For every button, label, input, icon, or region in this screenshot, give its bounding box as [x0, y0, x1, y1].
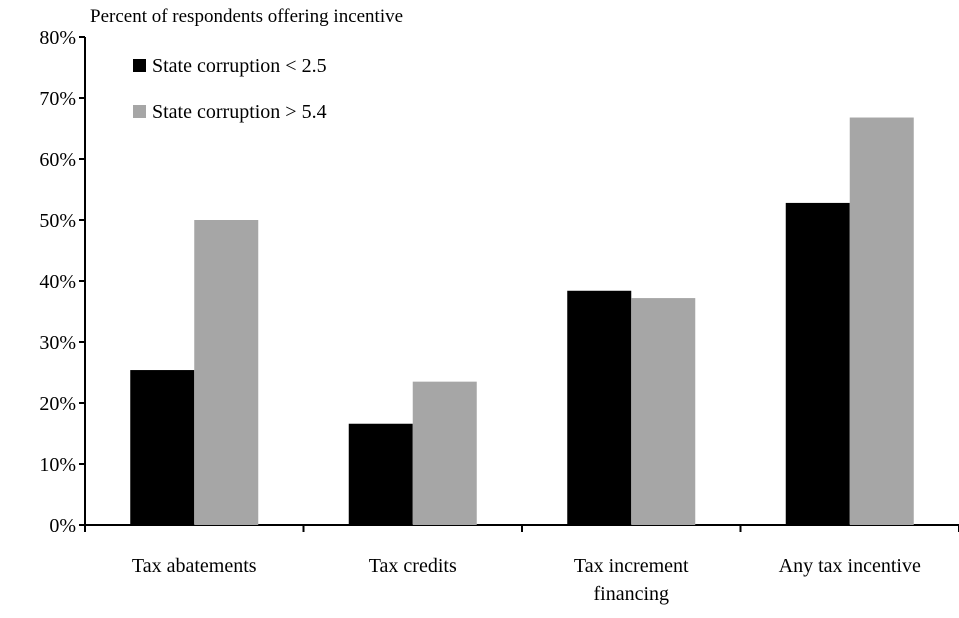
bar: [194, 220, 259, 525]
legend-swatch: [133, 105, 146, 118]
y-tick-label: 30%: [39, 332, 76, 354]
x-tick-label: Tax credits: [369, 555, 457, 577]
bar: [567, 290, 632, 525]
y-tick-label: 0%: [49, 515, 76, 537]
x-tick-label: Tax abatements: [132, 555, 257, 577]
y-tick-label: 50%: [39, 210, 76, 232]
y-tick-label: 60%: [39, 149, 76, 171]
y-tick-label: 40%: [39, 271, 76, 293]
y-tick-label: 20%: [39, 393, 76, 415]
bar: [785, 202, 850, 526]
x-tick-label: Any tax incentive: [779, 555, 921, 577]
bar: [412, 381, 477, 525]
x-tick-label: financing: [593, 583, 669, 605]
legend-label: State corruption > 5.4: [152, 101, 327, 123]
bar: [849, 117, 914, 526]
y-tick-label: 80%: [39, 27, 76, 49]
bar: [631, 298, 696, 525]
legend-label: State corruption < 2.5: [152, 55, 327, 77]
bar: [348, 423, 413, 525]
bar: [130, 370, 195, 525]
x-tick-label: Tax increment: [574, 555, 689, 577]
y-axis-title: Percent of respondents offering incentiv…: [90, 6, 404, 27]
legend-swatch: [133, 59, 146, 72]
y-tick-label: 70%: [39, 88, 76, 110]
y-tick-label: 10%: [39, 454, 76, 476]
